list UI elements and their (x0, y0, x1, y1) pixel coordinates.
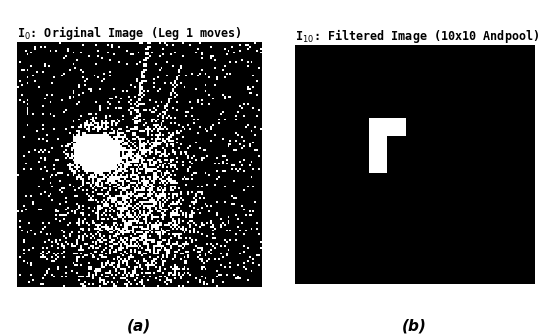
Text: I$_{10}$: Filtered Image (10x10 Andpool): I$_{10}$: Filtered Image (10x10 Andpool) (295, 27, 539, 45)
Text: I$_0$: Original Image (Leg 1 moves): I$_0$: Original Image (Leg 1 moves) (17, 24, 241, 42)
Text: (b): (b) (402, 319, 426, 333)
Text: (a): (a) (127, 319, 151, 333)
